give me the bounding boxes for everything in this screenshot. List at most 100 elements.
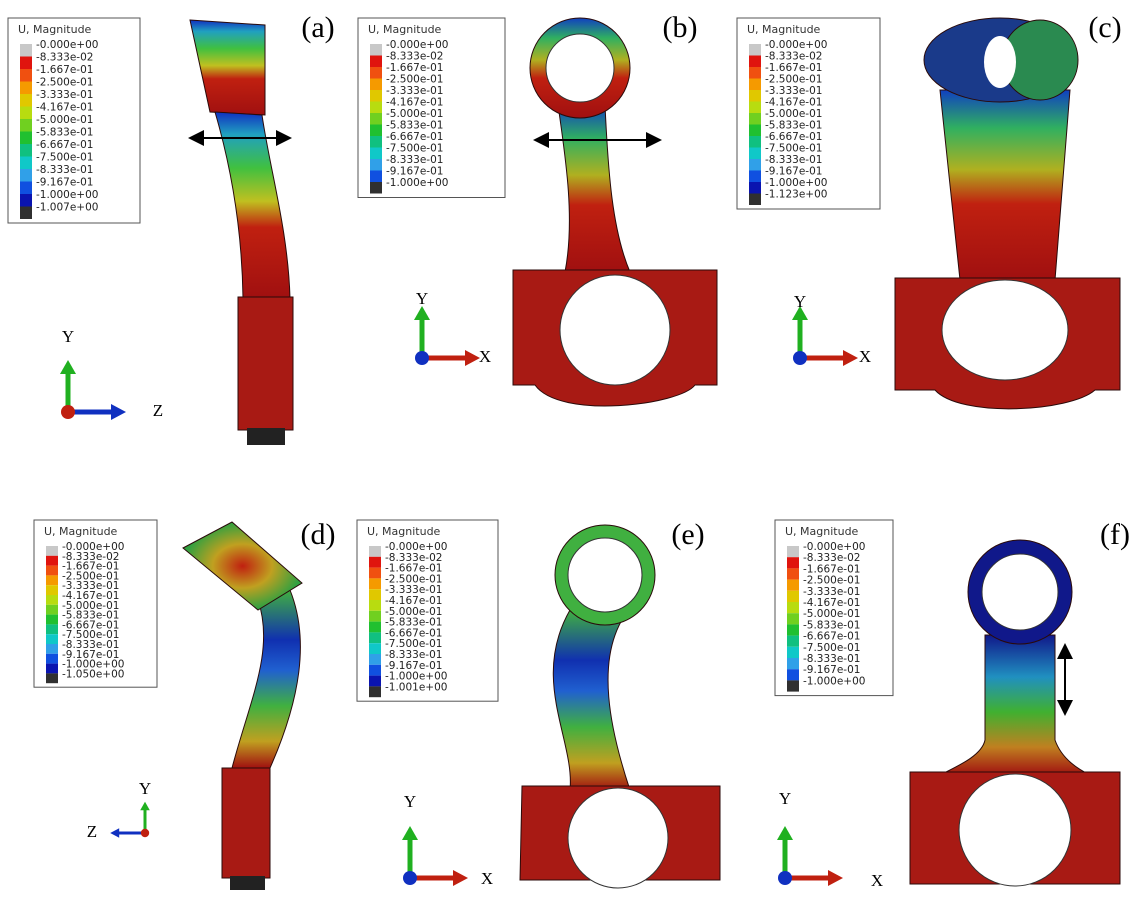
- legend-entry: -6.667e-01: [386, 131, 443, 143]
- legend-entry: -5.000e-01: [386, 108, 443, 120]
- legend-swatch: [370, 125, 382, 137]
- legend-swatch: [20, 69, 32, 82]
- legend-swatch: [370, 56, 382, 68]
- legend-swatch: [370, 113, 382, 125]
- axis-label: Z: [153, 401, 163, 420]
- legend-swatch: [20, 44, 32, 57]
- legend-swatch: [787, 591, 799, 602]
- rod-model: [520, 525, 720, 888]
- legend-swatch: [46, 644, 58, 654]
- panel-label: (b): [663, 11, 698, 44]
- axis-origin: [61, 405, 75, 419]
- axis-label: Y: [416, 289, 428, 308]
- legend-swatch: [787, 658, 799, 669]
- rod-model: [513, 18, 717, 406]
- axis-arrow: [828, 870, 843, 886]
- legend-entry: -3.333e-01: [36, 89, 93, 101]
- axis-arrow: [111, 404, 126, 420]
- legend-swatch: [20, 144, 32, 157]
- legend-entry: -5.000e-01: [803, 608, 860, 620]
- legend-swatch: [749, 90, 761, 102]
- legend-swatch: [787, 546, 799, 557]
- legend-swatch: [369, 578, 381, 589]
- axis-origin: [403, 871, 417, 885]
- legend-entry: -3.333e-01: [765, 85, 822, 97]
- legend-title: U, Magnitude: [18, 23, 92, 36]
- legend-swatch: [20, 107, 32, 120]
- legend-swatch: [749, 171, 761, 183]
- legend-swatch: [787, 568, 799, 579]
- legend-swatch: [46, 615, 58, 625]
- legend-swatch: [749, 102, 761, 114]
- legend-entry: -3.333e-01: [803, 586, 860, 598]
- legend-swatch: [46, 673, 58, 683]
- legend-swatch: [369, 589, 381, 600]
- legend-swatch: [787, 580, 799, 591]
- legend-entry: -5.833e-01: [386, 120, 443, 132]
- legend-swatch: [749, 136, 761, 148]
- legend-swatch: [787, 647, 799, 658]
- rod-model: [895, 18, 1120, 409]
- legend-swatch: [20, 82, 32, 95]
- legend-entry: -4.167e-01: [36, 102, 93, 114]
- legend-swatch: [370, 159, 382, 171]
- legend-entry: -7.500e-01: [36, 152, 93, 164]
- panel-label: (a): [301, 11, 334, 44]
- legend-swatch: [370, 182, 382, 194]
- legend-swatch: [370, 79, 382, 91]
- legend-swatch: [46, 654, 58, 664]
- axis-origin: [141, 829, 149, 837]
- legend-swatch: [369, 676, 381, 687]
- legend-swatch: [749, 79, 761, 91]
- legend-swatch: [369, 665, 381, 676]
- legend-entry: -9.167e-01: [386, 166, 443, 178]
- axis-arrow: [402, 826, 418, 840]
- legend-swatch: [369, 611, 381, 622]
- legend-swatch: [787, 557, 799, 568]
- legend-swatch: [749, 67, 761, 79]
- axis-label: X: [481, 869, 493, 888]
- legend-entry: -5.833e-01: [36, 127, 93, 139]
- legend-entry: -8.333e-01: [803, 653, 860, 665]
- axis-origin: [778, 871, 792, 885]
- axis-label: Y: [779, 789, 791, 808]
- legend-swatch: [20, 94, 32, 107]
- legend-entry: -5.833e-01: [765, 120, 822, 132]
- legend-swatch: [749, 182, 761, 194]
- legend-entry: -1.000e+00: [803, 675, 865, 687]
- legend-swatch: [749, 56, 761, 68]
- legend-entry: -7.500e-01: [803, 642, 860, 654]
- legend-swatch: [749, 44, 761, 56]
- legend-swatch: [787, 680, 799, 691]
- legend-swatch: [369, 546, 381, 557]
- legend-title: U, Magnitude: [368, 23, 442, 36]
- legend-swatch: [749, 113, 761, 125]
- axis-arrow: [453, 870, 468, 886]
- legend-entry: -0.000e+00: [803, 541, 865, 553]
- legend-entry: -8.333e-02: [386, 51, 443, 63]
- legend-swatch: [749, 159, 761, 171]
- axis-arrow: [140, 802, 150, 810]
- legend-swatch: [20, 207, 32, 220]
- legend-swatch: [369, 600, 381, 611]
- legend-swatch: [46, 556, 58, 566]
- legend-swatch: [46, 664, 58, 674]
- legend-entry: -1.123e+00: [765, 189, 827, 201]
- legend-swatch: [20, 57, 32, 70]
- legend-entry: -4.167e-01: [765, 97, 822, 109]
- legend-entry: -6.667e-01: [803, 631, 860, 643]
- axis-arrow: [843, 350, 858, 366]
- legend-swatch: [46, 605, 58, 615]
- legend-swatch: [20, 194, 32, 207]
- legend-swatch: [370, 148, 382, 160]
- legend-swatch: [370, 136, 382, 148]
- legend-entry: -9.167e-01: [36, 177, 93, 189]
- legend-swatch: [46, 566, 58, 576]
- legend-swatch: [787, 636, 799, 647]
- legend-title: U, Magnitude: [785, 525, 859, 538]
- legend-entry: -2.500e-01: [386, 74, 443, 86]
- legend-swatch: [370, 90, 382, 102]
- rod-model: [190, 20, 293, 445]
- legend-title: U, Magnitude: [367, 525, 441, 538]
- axis-label: Y: [794, 292, 806, 311]
